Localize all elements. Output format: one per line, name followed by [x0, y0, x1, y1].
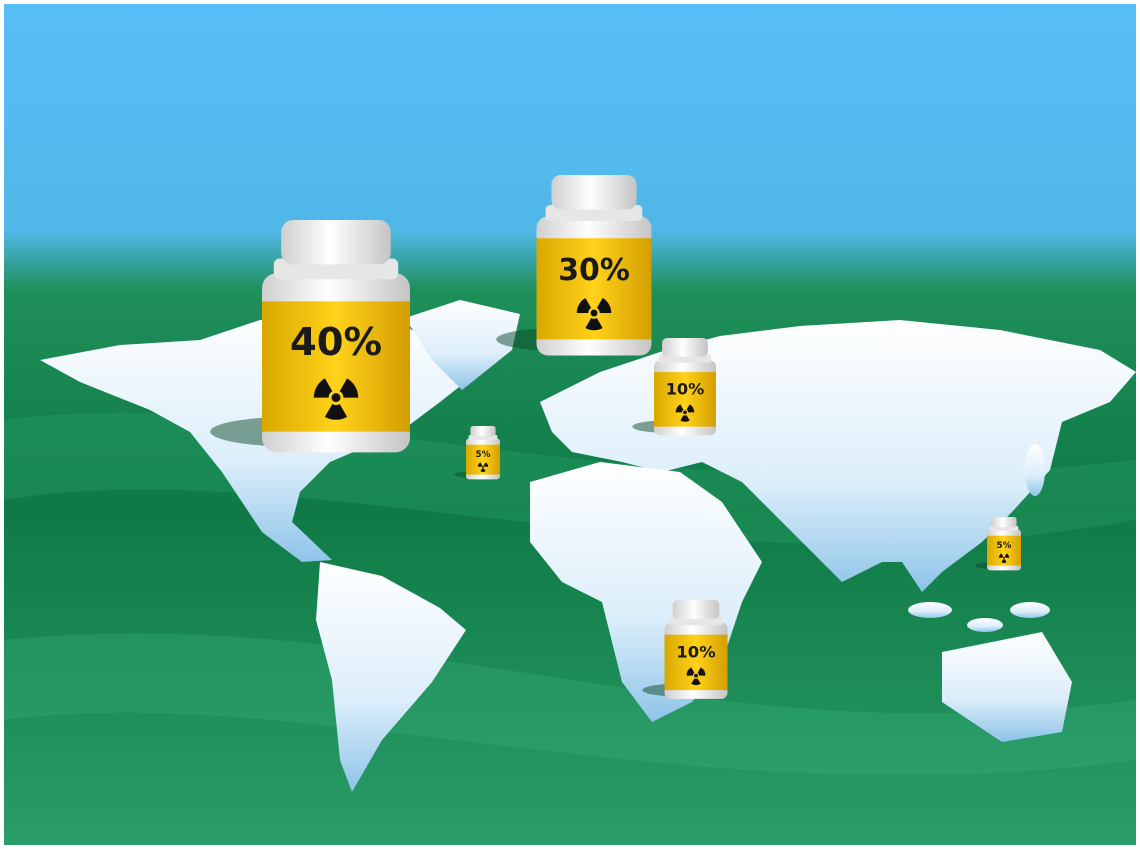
symbol-blade [697, 667, 706, 676]
percent-label: 10% [666, 380, 705, 399]
symbol-center [590, 309, 598, 317]
symbol-center [1002, 556, 1006, 559]
radiation-symbol [686, 667, 706, 686]
bottle-cap [281, 220, 391, 265]
symbol-blade [596, 298, 612, 313]
symbol-blade [686, 667, 695, 676]
island [908, 602, 952, 618]
symbol-blade [585, 317, 603, 331]
symbol-blade [680, 415, 690, 422]
bottle: 40% [210, 220, 410, 453]
symbol-blade [686, 404, 695, 413]
radiation-symbol [477, 462, 489, 472]
percent-label: 40% [290, 320, 382, 365]
percent-label: 5% [997, 541, 1012, 551]
percent-label: 5% [476, 450, 491, 460]
radiation-symbol [675, 404, 695, 422]
symbol-blade [483, 462, 489, 467]
symbol-blade [477, 462, 483, 467]
symbol-blade [576, 298, 592, 313]
symbol-center [683, 410, 687, 415]
island [1010, 602, 1050, 618]
symbol-blade [1001, 559, 1007, 563]
bottle-cap [470, 426, 496, 437]
percent-label: 30% [558, 253, 630, 288]
south-america [316, 562, 466, 792]
symbol-center [481, 465, 485, 468]
symbol-blade [675, 404, 684, 413]
radiation-symbol [998, 553, 1010, 563]
bottle-cap [672, 600, 720, 619]
symbol-blade [480, 468, 486, 472]
wave [4, 633, 1136, 776]
island [1025, 444, 1045, 496]
radiation-symbol [576, 298, 612, 331]
bottle: 5% [975, 517, 1021, 571]
bottle: 5% [454, 426, 500, 480]
bottle-cap [991, 517, 1017, 528]
bottles: 40% 30% 10% 5% 5% 10% [210, 175, 1021, 699]
bottle: 30% [496, 175, 652, 356]
greenland [405, 300, 520, 390]
symbol-blade [324, 404, 348, 420]
island [967, 618, 1003, 632]
australia [942, 632, 1072, 742]
symbol-blade [998, 553, 1004, 558]
symbol-blade [1004, 553, 1010, 558]
bottle-cap [662, 338, 708, 357]
symbol-center [331, 393, 341, 403]
bottle: 10% [632, 338, 716, 436]
bottle-cap [551, 175, 637, 210]
bottle: 10% [642, 600, 728, 699]
symbol-center [694, 673, 698, 678]
percent-label: 10% [676, 642, 715, 661]
symbol-blade [691, 678, 701, 686]
